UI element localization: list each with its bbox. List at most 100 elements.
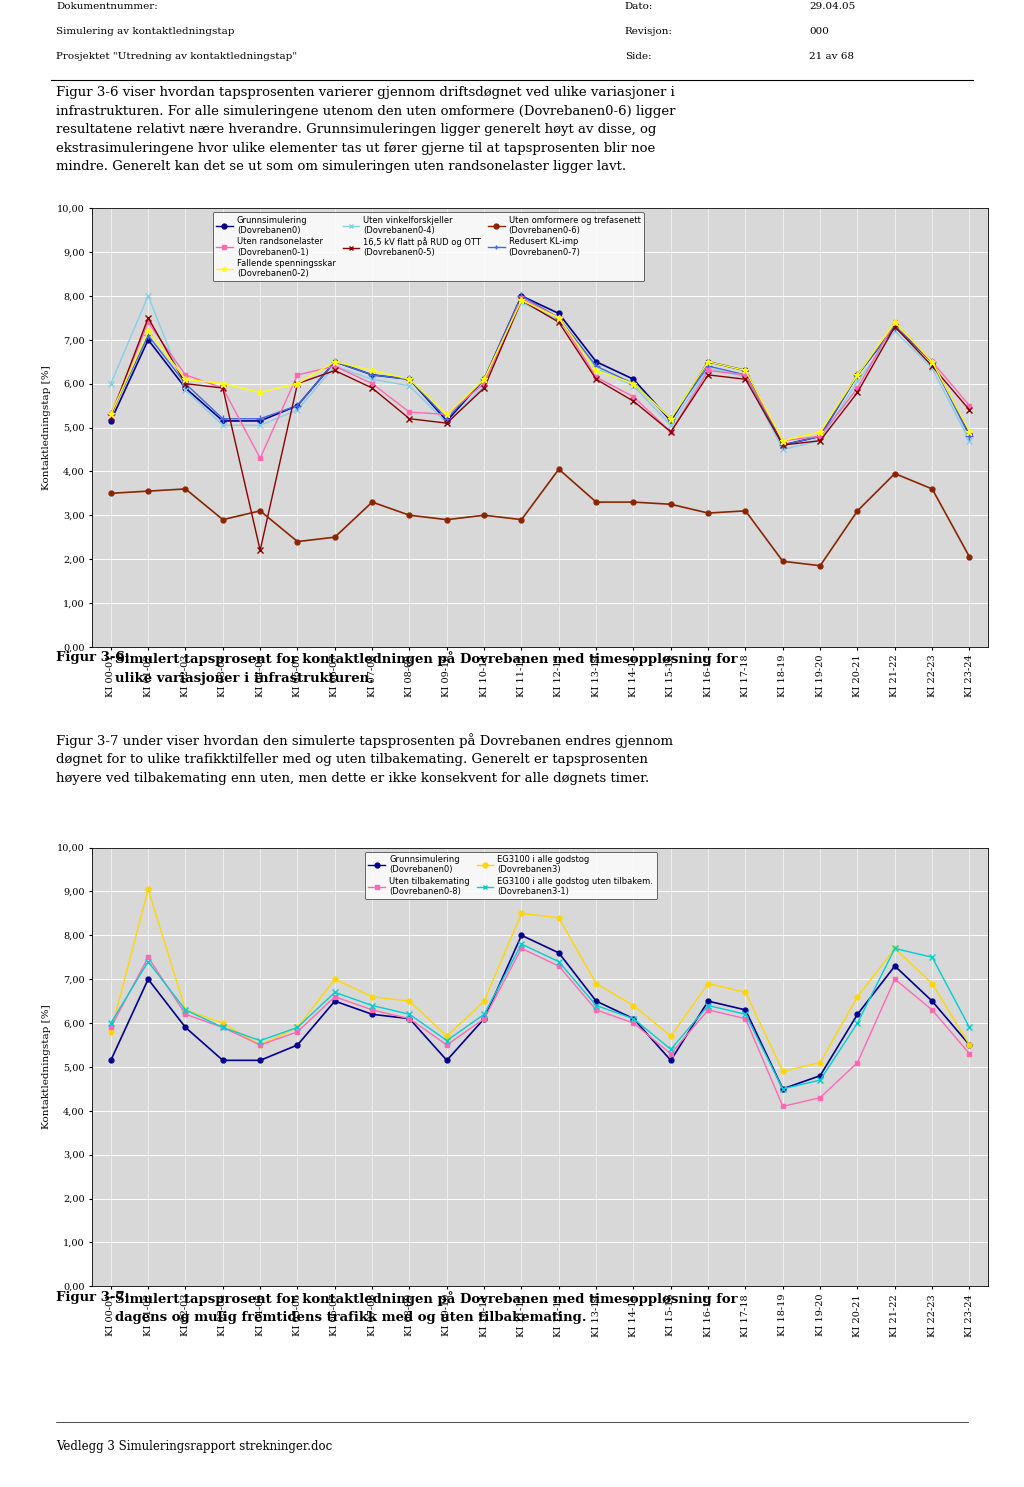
Line: Grunnsimulering
(Dovrebanen0): Grunnsimulering (Dovrebanen0) — [109, 932, 972, 1091]
Grunnsimulering
(Dovrebanen0) — [440, 412, 453, 430]
EG3100 i alle godstog uten tilbakem.
(Dovrebanen3-1) — [964, 1019, 976, 1036]
EG3100 i alle godstog
(Dovrebanen3) — [776, 1062, 788, 1080]
Uten tilbakemating
(Dovrebanen0-8) — [590, 1001, 602, 1019]
16,5 kV flatt på RUD og OTT
(Dovrebanen0-5) — [329, 361, 341, 379]
Uten vinkelforskjeller
(Dovrebanen0-4) — [628, 376, 640, 394]
Grunnsimulering
(Dovrebanen0) — [926, 992, 938, 1010]
Uten omformere og trefasenett
(Dovrebanen0-6) — [814, 556, 826, 574]
Uten vinkelforskjeller
(Dovrebanen0-4) — [329, 357, 341, 375]
Fallende spenningsskar
(Dovrebanen0-2) — [104, 406, 117, 424]
Fallende spenningsskar
(Dovrebanen0-2) — [515, 291, 527, 309]
EG3100 i alle godstog
(Dovrebanen3) — [628, 996, 640, 1014]
Uten randsonelaster
(Dovrebanen0-1) — [254, 449, 266, 467]
Text: Vedlegg 3 Simuleringsrapport strekninger.doc: Vedlegg 3 Simuleringsrapport strekninger… — [56, 1439, 333, 1453]
Grunnsimulering
(Dovrebanen0) — [814, 1066, 826, 1084]
Redusert KL-imp
(Dovrebanen0-7) — [217, 410, 229, 428]
Grunnsimulering
(Dovrebanen0) — [776, 1080, 788, 1097]
Redusert KL-imp
(Dovrebanen0-7) — [964, 427, 976, 445]
Fallende spenningsskar
(Dovrebanen0-2) — [217, 375, 229, 393]
Redusert KL-imp
(Dovrebanen0-7) — [628, 375, 640, 393]
Uten tilbakemating
(Dovrebanen0-8) — [851, 1054, 863, 1072]
Uten tilbakemating
(Dovrebanen0-8) — [702, 1001, 715, 1019]
Y-axis label: Kontaktledningstap [%]: Kontaktledningstap [%] — [42, 1005, 51, 1129]
Grunnsimulering
(Dovrebanen0) — [964, 425, 976, 443]
Grunnsimulering
(Dovrebanen0) — [478, 1010, 490, 1028]
Uten omformere og trefasenett
(Dovrebanen0-6) — [179, 480, 191, 498]
Redusert KL-imp
(Dovrebanen0-7) — [478, 370, 490, 388]
16,5 kV flatt på RUD og OTT
(Dovrebanen0-5) — [665, 422, 677, 440]
Uten omformere og trefasenett
(Dovrebanen0-6) — [889, 464, 901, 482]
16,5 kV flatt på RUD og OTT
(Dovrebanen0-5) — [292, 375, 304, 393]
Uten omformere og trefasenett
(Dovrebanen0-6) — [553, 461, 565, 479]
Text: 29.04.05: 29.04.05 — [809, 3, 855, 12]
EG3100 i alle godstog
(Dovrebanen3) — [478, 992, 490, 1010]
EG3100 i alle godstog uten tilbakem.
(Dovrebanen3-1) — [217, 1019, 229, 1036]
Uten randsonelaster
(Dovrebanen0-1) — [628, 388, 640, 406]
Text: Dokumentnummer:: Dokumentnummer: — [56, 3, 158, 12]
Line: Uten omformere og trefasenett
(Dovrebanen0-6): Uten omformere og trefasenett (Dovrebane… — [109, 467, 972, 568]
Grunnsimulering
(Dovrebanen0) — [179, 379, 191, 397]
Uten vinkelforskjeller
(Dovrebanen0-4) — [142, 287, 155, 305]
Uten vinkelforskjeller
(Dovrebanen0-4) — [217, 416, 229, 434]
Grunnsimulering
(Dovrebanen0) — [814, 427, 826, 445]
Uten omformere og trefasenett
(Dovrebanen0-6) — [702, 504, 715, 522]
Uten vinkelforskjeller
(Dovrebanen0-4) — [478, 376, 490, 394]
EG3100 i alle godstog uten tilbakem.
(Dovrebanen3-1) — [292, 1019, 304, 1036]
Uten omformere og trefasenett
(Dovrebanen0-6) — [926, 480, 938, 498]
EG3100 i alle godstog uten tilbakem.
(Dovrebanen3-1) — [403, 1005, 416, 1023]
Uten vinkelforskjeller
(Dovrebanen0-4) — [254, 416, 266, 434]
Grunnsimulering
(Dovrebanen0) — [329, 992, 341, 1010]
EG3100 i alle godstog
(Dovrebanen3) — [515, 904, 527, 922]
Uten tilbakemating
(Dovrebanen0-8) — [665, 1045, 677, 1063]
Line: EG3100 i alle godstog
(Dovrebanen3): EG3100 i alle godstog (Dovrebanen3) — [109, 886, 972, 1074]
Grunnsimulering
(Dovrebanen0) — [851, 1005, 863, 1023]
Grunnsimulering
(Dovrebanen0) — [440, 1051, 453, 1069]
16,5 kV flatt på RUD og OTT
(Dovrebanen0-5) — [403, 410, 416, 428]
Text: Figur 3-6 viser hvordan tapsprosenten varierer gjennom driftsdøgnet ved ulike va: Figur 3-6 viser hvordan tapsprosenten va… — [56, 86, 676, 174]
Fallende spenningsskar
(Dovrebanen0-2) — [702, 352, 715, 370]
Grunnsimulering
(Dovrebanen0) — [964, 1036, 976, 1054]
Uten randsonelaster
(Dovrebanen0-1) — [478, 375, 490, 393]
Fallende spenningsskar
(Dovrebanen0-2) — [254, 384, 266, 401]
Grunnsimulering
(Dovrebanen0) — [292, 1036, 304, 1054]
EG3100 i alle godstog uten tilbakem.
(Dovrebanen3-1) — [329, 983, 341, 1001]
Redusert KL-imp
(Dovrebanen0-7) — [403, 370, 416, 388]
EG3100 i alle godstog
(Dovrebanen3) — [665, 1028, 677, 1045]
Redusert KL-imp
(Dovrebanen0-7) — [590, 357, 602, 375]
Redusert KL-imp
(Dovrebanen0-7) — [889, 318, 901, 336]
Grunnsimulering
(Dovrebanen0) — [553, 944, 565, 962]
Line: 16,5 kV flatt på RUD og OTT
(Dovrebanen0-5): 16,5 kV flatt på RUD og OTT (Dovrebanen0… — [108, 297, 973, 553]
Fallende spenningsskar
(Dovrebanen0-2) — [851, 366, 863, 384]
Uten randsonelaster
(Dovrebanen0-1) — [142, 314, 155, 332]
16,5 kV flatt på RUD og OTT
(Dovrebanen0-5) — [366, 379, 378, 397]
EG3100 i alle godstog uten tilbakem.
(Dovrebanen3-1) — [104, 1014, 117, 1032]
Grunnsimulering
(Dovrebanen0) — [292, 397, 304, 415]
Line: Fallende spenningsskar
(Dovrebanen0-2): Fallende spenningsskar (Dovrebanen0-2) — [108, 297, 973, 445]
Uten randsonelaster
(Dovrebanen0-1) — [217, 379, 229, 397]
Uten omformere og trefasenett
(Dovrebanen0-6) — [478, 506, 490, 525]
Uten omformere og trefasenett
(Dovrebanen0-6) — [403, 506, 416, 525]
Grunnsimulering
(Dovrebanen0) — [776, 436, 788, 454]
EG3100 i alle godstog
(Dovrebanen3) — [889, 940, 901, 958]
EG3100 i alle godstog uten tilbakem.
(Dovrebanen3-1) — [739, 1005, 752, 1023]
Uten tilbakemating
(Dovrebanen0-8) — [478, 1010, 490, 1028]
Uten omformere og trefasenett
(Dovrebanen0-6) — [104, 485, 117, 503]
Line: Redusert KL-imp
(Dovrebanen0-7): Redusert KL-imp (Dovrebanen0-7) — [106, 291, 974, 449]
Grunnsimulering
(Dovrebanen0) — [628, 370, 640, 388]
Grunnsimulering
(Dovrebanen0) — [329, 352, 341, 370]
EG3100 i alle godstog uten tilbakem.
(Dovrebanen3-1) — [702, 996, 715, 1014]
Uten randsonelaster
(Dovrebanen0-1) — [440, 406, 453, 424]
Text: Side:: Side: — [625, 52, 651, 61]
Redusert KL-imp
(Dovrebanen0-7) — [142, 327, 155, 345]
Uten randsonelaster
(Dovrebanen0-1) — [814, 427, 826, 445]
Uten omformere og trefasenett
(Dovrebanen0-6) — [217, 510, 229, 528]
16,5 kV flatt på RUD og OTT
(Dovrebanen0-5) — [889, 318, 901, 336]
EG3100 i alle godstog
(Dovrebanen3) — [814, 1054, 826, 1072]
Uten vinkelforskjeller
(Dovrebanen0-4) — [851, 373, 863, 391]
EG3100 i alle godstog uten tilbakem.
(Dovrebanen3-1) — [665, 1041, 677, 1059]
Fallende spenningsskar
(Dovrebanen0-2) — [814, 422, 826, 440]
Uten omformere og trefasenett
(Dovrebanen0-6) — [851, 503, 863, 520]
EG3100 i alle godstog
(Dovrebanen3) — [403, 992, 416, 1010]
Uten omformere og trefasenett
(Dovrebanen0-6) — [590, 494, 602, 512]
Redusert KL-imp
(Dovrebanen0-7) — [739, 366, 752, 384]
